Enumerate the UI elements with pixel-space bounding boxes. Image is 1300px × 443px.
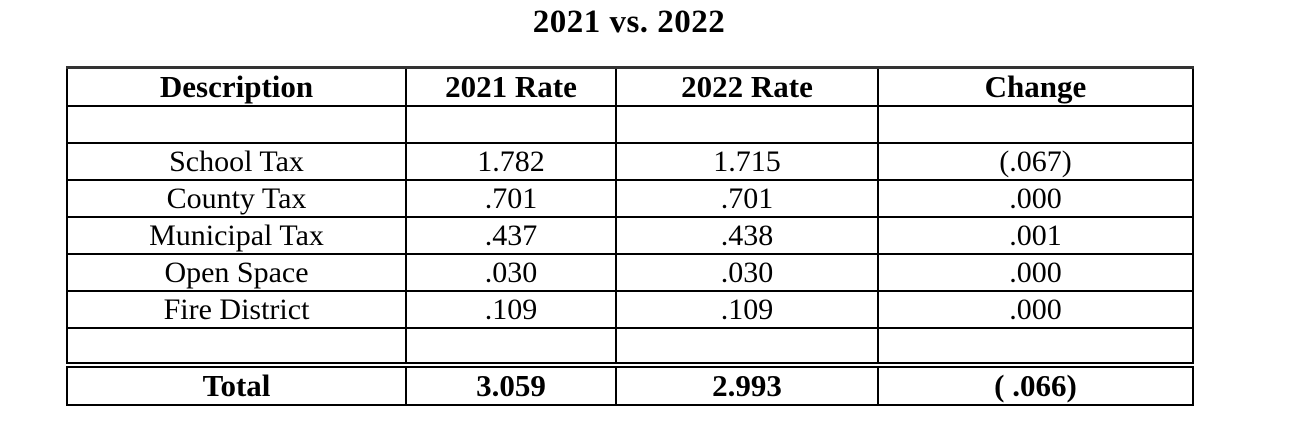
description-cell: County Tax xyxy=(66,179,407,218)
rate-2022-cell: 2.993 xyxy=(615,362,879,406)
rate-2022-cell: .438 xyxy=(615,216,879,255)
rate-2021-cell: .701 xyxy=(405,179,617,218)
table-row-fire-district: Fire District .109 .109 .000 xyxy=(66,290,1194,329)
description-cell: School Tax xyxy=(66,142,407,181)
change-cell: .000 xyxy=(877,179,1194,218)
change-cell: ( .066) xyxy=(877,362,1194,406)
empty-cell xyxy=(877,105,1194,144)
rate-2022-cell: .109 xyxy=(615,290,879,329)
header-rate-2022: 2022 Rate xyxy=(615,66,879,107)
header-change: Change xyxy=(877,66,1194,107)
table-row-open-space: Open Space .030 .030 .000 xyxy=(66,253,1194,292)
rate-2021-cell: 3.059 xyxy=(405,362,617,406)
header-rate-2021: 2021 Rate xyxy=(405,66,617,107)
empty-cell xyxy=(615,105,879,144)
rate-2022-cell: 1.715 xyxy=(615,142,879,181)
rate-2021-cell: .437 xyxy=(405,216,617,255)
description-cell: Fire District xyxy=(66,290,407,329)
change-cell: .001 xyxy=(877,216,1194,255)
rate-2022-cell: .030 xyxy=(615,253,879,292)
document-page: 2021 vs. 2022 Description 2021 Rate 2022… xyxy=(66,0,1194,406)
description-cell: Municipal Tax xyxy=(66,216,407,255)
rate-2021-cell: 1.782 xyxy=(405,142,617,181)
change-cell: .000 xyxy=(877,290,1194,329)
spacer-row xyxy=(66,327,1194,366)
empty-cell xyxy=(615,327,879,366)
rate-2021-cell: .109 xyxy=(405,290,617,329)
header-description: Description xyxy=(66,66,407,107)
table-row-county-tax: County Tax .701 .701 .000 xyxy=(66,179,1194,218)
rate-2022-cell: .701 xyxy=(615,179,879,218)
total-label-cell: Total xyxy=(66,362,407,406)
empty-cell xyxy=(66,105,407,144)
empty-cell xyxy=(66,327,407,366)
table-header-row: Description 2021 Rate 2022 Rate Change xyxy=(66,66,1194,107)
change-cell: .000 xyxy=(877,253,1194,292)
table-row-municipal-tax: Municipal Tax .437 .438 .001 xyxy=(66,216,1194,255)
description-cell: Open Space xyxy=(66,253,407,292)
table-row-total: Total 3.059 2.993 ( .066) xyxy=(66,362,1194,406)
empty-cell xyxy=(405,327,617,366)
rate-2021-cell: .030 xyxy=(405,253,617,292)
empty-cell xyxy=(877,327,1194,366)
tax-rate-comparison-table: Description 2021 Rate 2022 Rate Change S… xyxy=(66,66,1194,406)
page-title: 2021 vs. 2022 xyxy=(532,4,726,40)
table-row-school-tax: School Tax 1.782 1.715 (.067) xyxy=(66,142,1194,181)
empty-cell xyxy=(405,105,617,144)
spacer-row xyxy=(66,105,1194,144)
change-cell: (.067) xyxy=(877,142,1194,181)
